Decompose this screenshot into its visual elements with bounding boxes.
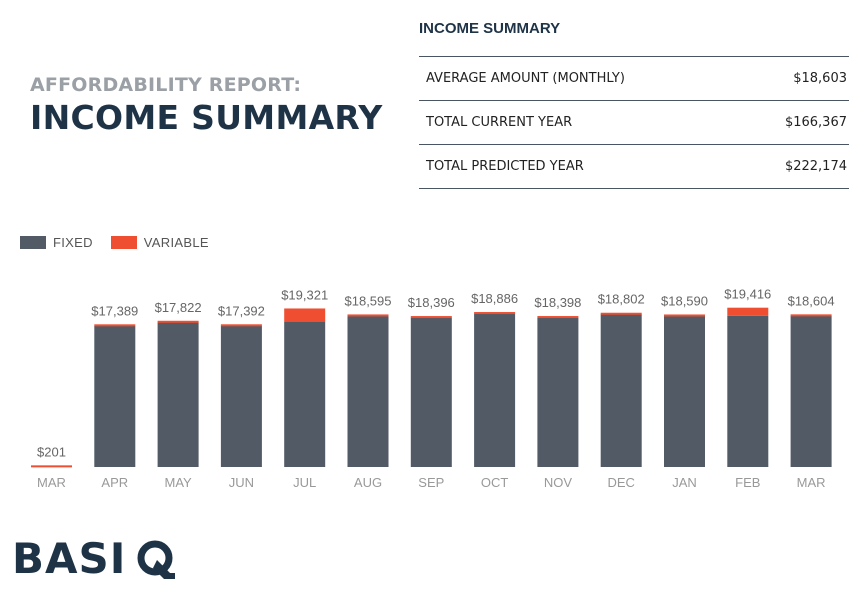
- summary-row-current-year: TOTAL CURRENT YEAR $166,367: [419, 101, 849, 145]
- bar-fixed-12: [790, 315, 832, 467]
- legend-label-variable: VARIABLE: [143, 235, 209, 250]
- bar-variable-8: [537, 316, 579, 319]
- legend-item-variable: VARIABLE: [110, 235, 209, 250]
- legend-item-fixed: FIXED: [20, 235, 93, 250]
- bar-variable-1: [94, 324, 136, 327]
- basiq-logo: BASI: [12, 533, 182, 588]
- x-tick-label-3: JUN: [229, 475, 254, 490]
- bar-total-label-6: $18,396: [408, 295, 455, 310]
- income-summary-table: INCOME SUMMARY AVERAGE AMOUNT (MONTHLY) …: [419, 20, 849, 189]
- bar-fixed-1: [94, 325, 136, 467]
- bar-variable-9: [600, 312, 642, 315]
- report-heading: INCOME SUMMARY: [30, 98, 383, 137]
- x-tick-label-9: DEC: [607, 475, 634, 490]
- summary-label: TOTAL CURRENT YEAR: [426, 115, 573, 130]
- income-bar-chart: $201 MAR $17,389 APR $17,822 MAY $17,392 JUN $19…: [31, 287, 835, 490]
- bar-fixed-7: [474, 313, 516, 467]
- bar-fixed-8: [537, 317, 579, 467]
- x-tick-label-11: FEB: [735, 475, 760, 490]
- summary-label: AVERAGE AMOUNT (MONTHLY): [426, 71, 625, 86]
- legend-label-fixed: FIXED: [53, 235, 93, 250]
- bar-total-label-5: $18,595: [345, 293, 392, 308]
- bar-variable-12: [790, 314, 832, 317]
- bar-total-label-0: $201: [37, 444, 66, 459]
- bar-variable-2: [157, 320, 199, 323]
- bar-variable-3: [220, 324, 262, 327]
- report-kicker: AFFORDABILITY REPORT:: [30, 74, 302, 96]
- basiq-logo-mark: BASI: [12, 534, 175, 583]
- x-tick-label-2: MAY: [164, 475, 192, 490]
- x-tick-label-1: APR: [101, 475, 128, 490]
- bar-fixed-4: [284, 321, 326, 467]
- bar-total-label-1: $17,389: [91, 303, 138, 318]
- bar-total-label-7: $18,886: [471, 291, 518, 306]
- bar-total-label-2: $17,822: [155, 300, 202, 315]
- report-title: AFFORDABILITY REPORT: INCOME SUMMARY: [30, 74, 383, 137]
- legend-swatch-fixed: [20, 236, 46, 249]
- x-tick-label-12: MAR: [797, 475, 826, 490]
- bar-variable-4: [284, 308, 326, 322]
- x-tick-label-4: JUL: [293, 475, 316, 490]
- bar-fixed-2: [157, 322, 199, 467]
- summary-row-predicted-year: TOTAL PREDICTED YEAR $222,174: [419, 145, 849, 189]
- summary-value: $18,603: [793, 71, 847, 86]
- bar-variable-10: [664, 314, 705, 317]
- bar-total-label-10: $18,590: [661, 293, 708, 308]
- bar-fixed-9: [600, 314, 642, 467]
- bar-variable-6: [410, 316, 452, 319]
- summary-title: INCOME SUMMARY: [419, 20, 849, 57]
- x-tick-label-7: OCT: [481, 475, 509, 490]
- bar-variable-5: [347, 314, 389, 317]
- summary-label: TOTAL PREDICTED YEAR: [426, 159, 584, 174]
- bar-total-label-9: $18,802: [598, 292, 645, 307]
- bar-fixed-6: [410, 317, 452, 467]
- summary-value: $222,174: [784, 159, 847, 174]
- x-tick-label-8: NOV: [544, 475, 573, 490]
- x-tick-label-5: AUG: [354, 475, 382, 490]
- x-tick-label-10: JAN: [672, 475, 697, 490]
- x-tick-label-6: SEP: [418, 475, 444, 490]
- summary-value: $166,367: [784, 115, 847, 130]
- bar-variable-0: [31, 465, 72, 468]
- bar-fixed-5: [347, 316, 389, 467]
- bar-total-label-11: $19,416: [724, 287, 771, 302]
- bar-variable-7: [474, 312, 516, 315]
- x-tick-label-0: MAR: [37, 475, 66, 490]
- bar-total-label-8: $18,398: [534, 295, 581, 310]
- bar-total-label-4: $19,321: [281, 287, 328, 302]
- chart-legend: FIXED VARIABLE: [20, 235, 227, 250]
- summary-row-average: AVERAGE AMOUNT (MONTHLY) $18,603: [419, 57, 849, 101]
- bar-fixed-11: [727, 315, 769, 467]
- bar-fixed-3: [220, 325, 262, 467]
- svg-text:BASI: BASI: [12, 534, 126, 583]
- bar-total-label-3: $17,392: [218, 303, 265, 318]
- bar-total-label-12: $18,604: [788, 293, 835, 308]
- bar-fixed-10: [664, 316, 705, 467]
- bar-variable-11: [727, 307, 769, 316]
- legend-swatch-variable: [110, 236, 137, 249]
